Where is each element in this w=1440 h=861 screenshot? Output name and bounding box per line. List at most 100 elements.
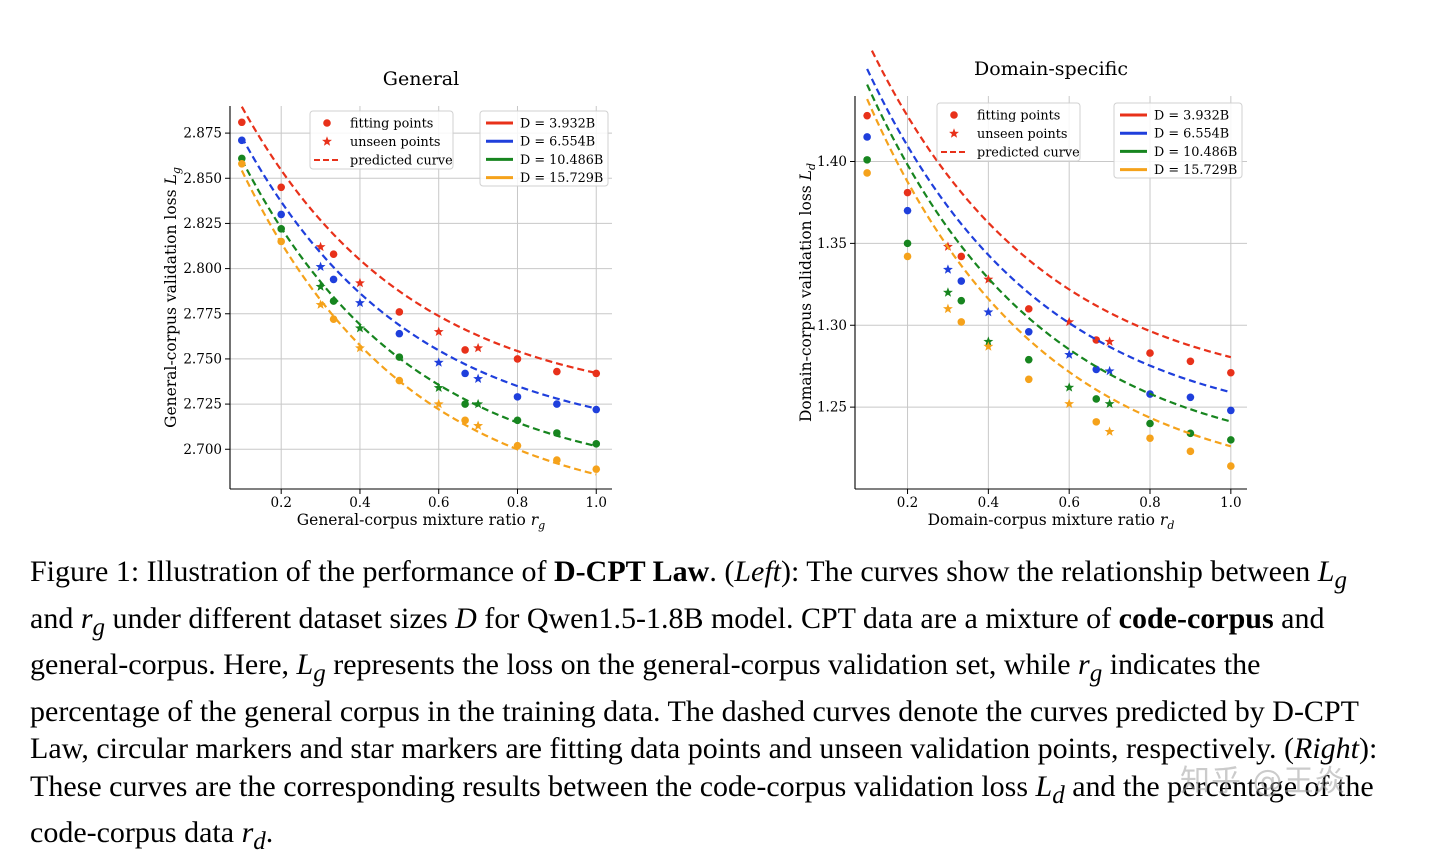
y-axis-label-symbol: L: [797, 170, 815, 181]
y-axis-label: Domain-corpus validation loss Ld: [797, 163, 818, 422]
fitting-point: [1024, 375, 1033, 384]
unseen-point: [983, 336, 994, 346]
unseen-point: [943, 264, 953, 274]
fitting-point: [957, 252, 966, 261]
legend-circle-marker: [323, 119, 331, 127]
fitting-point: [957, 277, 966, 285]
caption-sub-g3: g: [313, 660, 326, 687]
legend-circle-marker: [950, 111, 958, 119]
y-axis-label-text: Domain-corpus validation loss: [797, 180, 815, 422]
unseen-point: [355, 342, 365, 353]
caption-seg2: under different dataset sizes: [105, 601, 456, 635]
unseen-point: [355, 323, 365, 333]
fitting-point: [863, 156, 871, 164]
marker-legend-label: fitting points: [350, 117, 433, 132]
fitting-point: [1186, 393, 1195, 402]
fitting-point: [238, 118, 246, 127]
caption-seg7: ): These curves are the corresponding re…: [30, 732, 1378, 803]
fitting-point: [395, 376, 404, 385]
caption-and: and: [30, 601, 81, 635]
fitting-point: [1146, 434, 1154, 443]
caption-sym-lg-2: L: [296, 648, 314, 681]
x-axis-label-symbol: r: [1160, 511, 1169, 529]
fitting-point: [863, 133, 871, 141]
unseen-point: [1064, 382, 1075, 392]
fitting-point: [461, 369, 469, 378]
caption-sym-rg: r: [80, 601, 93, 635]
predicted-curve: [240, 136, 597, 410]
unseen-point: [1104, 365, 1115, 376]
caption-right-tag: Right: [1294, 732, 1359, 765]
y-tick-label: 2.725: [183, 397, 222, 413]
fitting-point: [903, 206, 912, 215]
caption-sub-g1: g: [1334, 567, 1347, 594]
caption-seg5: represents the loss on the general-corpu…: [325, 648, 1079, 681]
predicted-curve: [240, 106, 597, 375]
caption-sub-g2: g: [92, 613, 106, 641]
fitting-point: [277, 210, 285, 219]
unseen-point: [1064, 349, 1075, 359]
fitting-point: [1186, 357, 1195, 366]
fitting-point: [592, 369, 601, 378]
fitting-point: [1227, 406, 1235, 415]
caption-law-name: D-CPT Law: [554, 555, 710, 588]
y-tick-label: 2.750: [183, 351, 222, 367]
legend-star-marker: [949, 128, 959, 138]
y-tick-label: 1.35: [817, 236, 847, 252]
fitting-point: [1024, 355, 1033, 364]
y-tick-label: 2.775: [183, 306, 222, 322]
unseen-point: [473, 420, 484, 430]
caption-sym-rg-2: r: [1078, 648, 1090, 681]
x-tick-label: 1.0: [1220, 495, 1241, 511]
series-legend-label: D = 3.932B: [520, 117, 595, 132]
fitting-point: [903, 252, 912, 261]
x-tick-label: 0.8: [507, 495, 528, 511]
caption-sub-g4: g: [1089, 660, 1103, 687]
caption-sym-ld: L: [1035, 769, 1053, 803]
caption-seg4: and general-corpus. Here,: [30, 601, 1325, 682]
fitting-point: [1146, 349, 1154, 357]
caption-seg1: : The curves show the relationship betwe…: [790, 555, 1318, 588]
unseen-point: [473, 373, 484, 383]
y-axis-label: General-corpus validation loss Lg: [162, 167, 183, 428]
unseen-point: [355, 277, 365, 288]
fitting-point: [863, 169, 871, 177]
marker-legend-label: predicted curve: [977, 146, 1080, 161]
predicted-curve: [240, 159, 597, 448]
fitting-point: [903, 239, 912, 248]
fitting-point: [1227, 368, 1235, 377]
fitting-point: [903, 188, 912, 197]
marker-legend-label: fitting points: [977, 109, 1060, 124]
predicted-curve: [866, 98, 1232, 448]
x-tick-label: 0.6: [428, 495, 449, 511]
unseen-point: [983, 306, 994, 317]
fitting-point: [277, 237, 285, 246]
series-legend-label: D = 15.729B: [520, 171, 603, 186]
unseen-point: [943, 303, 953, 314]
x-axis-label-subscript: d: [1167, 519, 1174, 532]
fitting-point: [329, 250, 338, 258]
fitting-point: [1227, 462, 1235, 470]
y-tick-label: 2.850: [183, 171, 222, 187]
predicted-curve: [869, 48, 1232, 359]
caption-code-corpus: code-corpus: [1118, 601, 1274, 635]
series-legend-label: D = 3.932B: [1154, 109, 1229, 124]
fitting-point: [395, 329, 404, 338]
marker-legend-box: [936, 102, 1081, 162]
y-tick-label: 2.700: [183, 442, 222, 458]
x-axis-label: Domain-corpus mixture ratio rd: [928, 511, 1175, 532]
series-legend-box: [479, 110, 609, 187]
fitting-point: [329, 297, 338, 305]
marker-legend-label: unseen points: [977, 127, 1067, 142]
x-tick-label: 0.6: [1058, 495, 1079, 511]
y-tick-label: 1.40: [817, 154, 847, 170]
x-axis-label-text: General-corpus mixture ratio: [297, 511, 531, 529]
x-axis-label-symbol: r: [531, 511, 540, 529]
fitting-point: [461, 416, 469, 425]
fitting-point: [553, 429, 561, 437]
marker-legend-label: predicted curve: [350, 154, 453, 169]
fitting-point: [1092, 418, 1101, 426]
x-tick-label: 0.2: [270, 495, 291, 511]
fitting-point: [329, 275, 338, 284]
fitting-point: [277, 225, 285, 233]
